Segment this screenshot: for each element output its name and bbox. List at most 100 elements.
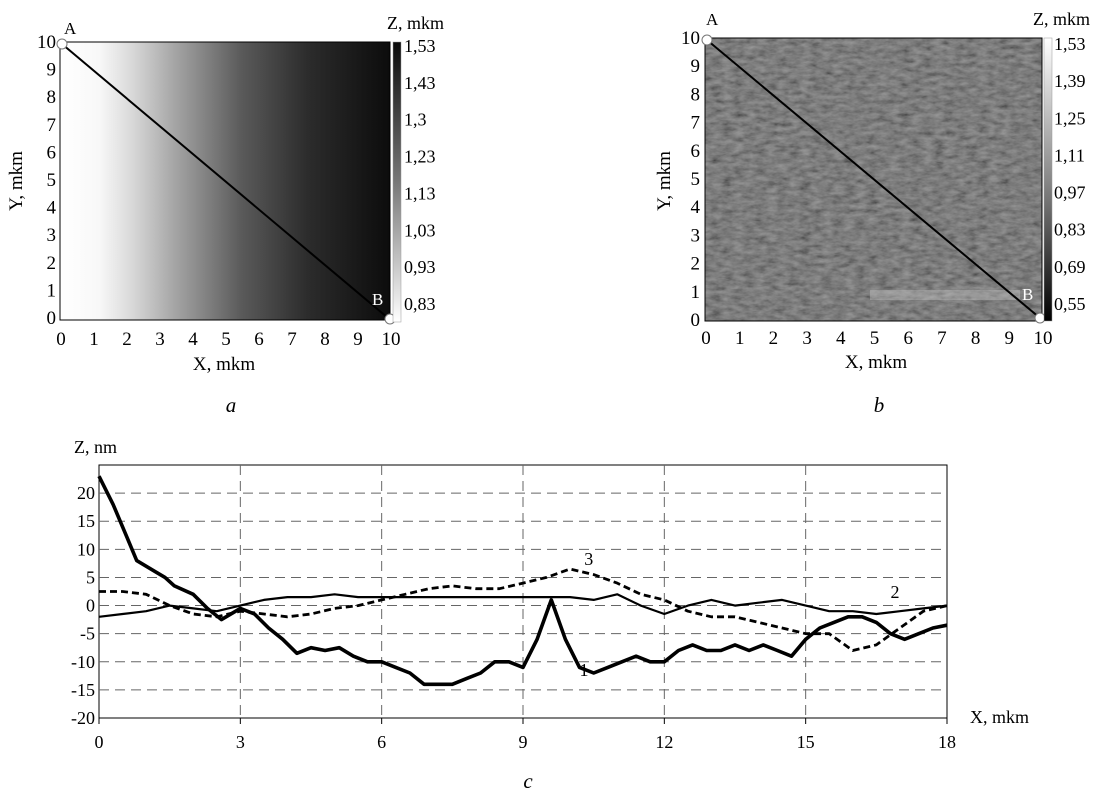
panel-a-y-axis-label: Y, mkm <box>6 151 27 211</box>
panel-c-x-tick-label: 3 <box>236 732 245 752</box>
panel-b-x-tick-5: 5 <box>870 328 880 349</box>
panel-a-y-tick-9: 9 <box>47 60 57 81</box>
panel-b-point-b-marker <box>1034 312 1046 324</box>
panel-c-y-ticks: -20 -15 -10 -5 0 5 10 15 20 <box>71 483 95 728</box>
panel-b-colorbar-tick-4: 0,97 <box>1054 183 1086 203</box>
panel-b-y-tick-3: 3 <box>691 225 701 246</box>
panel-b-colorbar-tick-1: 1,39 <box>1054 71 1086 91</box>
panel-a-frame <box>59 41 391 321</box>
panel-b-x-ticks: 0 1 2 3 4 5 6 7 8 9 10 <box>701 328 1052 349</box>
panel-a-point-b-label: B <box>372 290 383 309</box>
panel-a-x-tick-8: 8 <box>320 329 330 350</box>
panel-b-x-tick-7: 7 <box>937 328 947 349</box>
panel-a-x-tick-6: 6 <box>254 329 264 350</box>
panel-a-y-tick-6: 6 <box>47 142 57 163</box>
panel-b-profile-line <box>706 39 1041 319</box>
panel-b-colorbar <box>1043 37 1053 322</box>
panel-a-x-tick-9: 9 <box>353 329 363 350</box>
panel-a-colorbar-tick-3: 1,23 <box>404 147 436 167</box>
panel-c-series-labels: 1 2 3 <box>580 549 900 680</box>
panel-a-x-axis-label: X, mkm <box>193 354 256 375</box>
panel-a-colorbar-ticks: 1,53 1,43 1,3 1,23 1,13 1,03 0,93 0,83 <box>404 36 436 314</box>
panel-a-point-a-label: A <box>64 19 77 38</box>
panel-b-x-tick-10: 10 <box>1034 328 1053 349</box>
panel-a-colorbar-tick-5: 1,03 <box>404 220 436 240</box>
panel-b-colorbar-title: Z, mkm <box>1033 9 1090 29</box>
panel-c-y-tick-label: -20 <box>71 708 95 728</box>
panel-a-colorbar-tick-6: 0,93 <box>404 257 436 277</box>
panel-c-series-2-line <box>98 593 948 618</box>
panel-c-x-tick-label: 18 <box>938 732 956 752</box>
panel-a-x-tick-0: 0 <box>56 329 66 350</box>
panel-c-y-tick-label: 15 <box>77 511 95 531</box>
panel-a-y-tick-5: 5 <box>47 170 57 191</box>
panel-a-x-tick-10: 10 <box>382 329 401 350</box>
panel-b-y-ticks: 0 1 2 3 4 5 6 7 8 9 10 <box>681 28 701 331</box>
panel-c-series-2-label: 2 <box>890 582 899 602</box>
panel-c-series-1-label: 1 <box>580 660 589 680</box>
panel-a-y-tick-1: 1 <box>47 280 57 301</box>
panel-a-colorbar-tick-0: 1,53 <box>404 36 436 56</box>
panel-b-x-tick-3: 3 <box>802 328 812 349</box>
panel-a-y-ticks: 0 1 2 3 4 5 6 7 8 9 10 <box>37 32 57 329</box>
panel-b-colorbar-tick-5: 0,83 <box>1054 220 1086 240</box>
panel-a-y-tick-7: 7 <box>47 115 57 136</box>
panel-c-y-tick-label: 5 <box>86 567 95 587</box>
panel-c-y-axis-label: Z, nm <box>74 437 117 457</box>
panel-c-x-tick-label: 0 <box>95 732 104 752</box>
panel-b-y-tick-9: 9 <box>691 56 701 77</box>
panel-a-x-tick-3: 3 <box>155 329 165 350</box>
panel-b-y-tick-5: 5 <box>691 169 701 190</box>
panel-a-caption: a <box>226 393 237 417</box>
panel-b-colorbar-tick-7: 0,55 <box>1054 294 1086 314</box>
panel-b-y-tick-1: 1 <box>691 282 701 303</box>
panel-b-x-tick-6: 6 <box>903 328 913 349</box>
panel-a-colorbar-tick-1: 1,43 <box>404 73 436 93</box>
panel-b-colorbar-tick-6: 0,69 <box>1054 257 1086 277</box>
panel-a-colorbar <box>392 41 402 323</box>
panel-b-y-axis-label: Y, mkm <box>654 151 675 211</box>
panel-a-x-ticks: 0 1 2 3 4 5 6 7 8 9 10 <box>56 329 400 350</box>
panel-a-x-tick-2: 2 <box>122 329 132 350</box>
panel-b-y-tick-8: 8 <box>691 84 701 105</box>
panel-c-y-tick-label: -5 <box>80 624 95 644</box>
panel-c-y-tick-label: 20 <box>77 483 95 503</box>
panel-b-x-tick-2: 2 <box>769 328 779 349</box>
panel-c-x-ticks: 0 3 6 9 12 15 18 <box>95 718 956 752</box>
panel-c-x-tick-label: 12 <box>655 732 673 752</box>
panel-c-x-tick-label: 6 <box>377 732 386 752</box>
panel-a: A B Z, mkm 1,53 1,43 1,3 1,23 1,13 1,03 0,93 0,… <box>6 13 444 417</box>
panel-c-y-tick-label: 10 <box>77 539 95 559</box>
panel-c-x-tick-label: 15 <box>797 732 815 752</box>
panel-a-y-tick-8: 8 <box>47 87 57 108</box>
panel-b-y-tick-10: 10 <box>681 28 700 49</box>
panel-b-bright-streak <box>870 290 1020 300</box>
panel-b-colorbar-tick-2: 1,25 <box>1054 108 1086 128</box>
panel-c-series-3-line <box>99 567 948 652</box>
panel-b-point-a-label: A <box>706 10 719 29</box>
panel-a-colorbar-title: Z, mkm <box>387 13 444 33</box>
panel-b-point-b-label: B <box>1022 285 1033 304</box>
panel-a-colorbar-tick-2: 1,3 <box>404 110 427 130</box>
panel-c-x-tick-label: 9 <box>519 732 528 752</box>
panel-a-x-tick-4: 4 <box>188 329 198 350</box>
panel-c-series-3-label: 3 <box>584 549 593 569</box>
panel-b-colorbar-ticks: 1,53 1,39 1,25 1,11 0,97 0,83 0,69 0,55 <box>1054 34 1086 314</box>
panel-c-y-tick-label: -15 <box>71 680 95 700</box>
panel-b-caption: b <box>874 393 885 417</box>
panel-a-y-tick-3: 3 <box>47 225 57 246</box>
panel-b-colorbar-tick-0: 1,53 <box>1054 34 1086 54</box>
panel-a-x-tick-5: 5 <box>221 329 231 350</box>
panel-c-caption: c <box>523 769 533 793</box>
panel-a-x-tick-1: 1 <box>89 329 99 350</box>
panel-a-y-tick-10: 10 <box>37 32 56 53</box>
panel-b-x-axis-label: X, mkm <box>845 352 908 373</box>
panel-b-y-tick-6: 6 <box>691 141 701 162</box>
panel-b-x-tick-9: 9 <box>1005 328 1015 349</box>
panel-b-frame <box>704 37 1043 322</box>
panel-b-y-tick-7: 7 <box>691 113 701 134</box>
panel-c-y-tick-label: 0 <box>86 596 95 616</box>
panel-a-y-tick-4: 4 <box>47 198 57 219</box>
panel-b: A B Z, mkm 1,53 1,39 1,25 1,11 0,97 0,83 0,69 0… <box>654 9 1090 417</box>
